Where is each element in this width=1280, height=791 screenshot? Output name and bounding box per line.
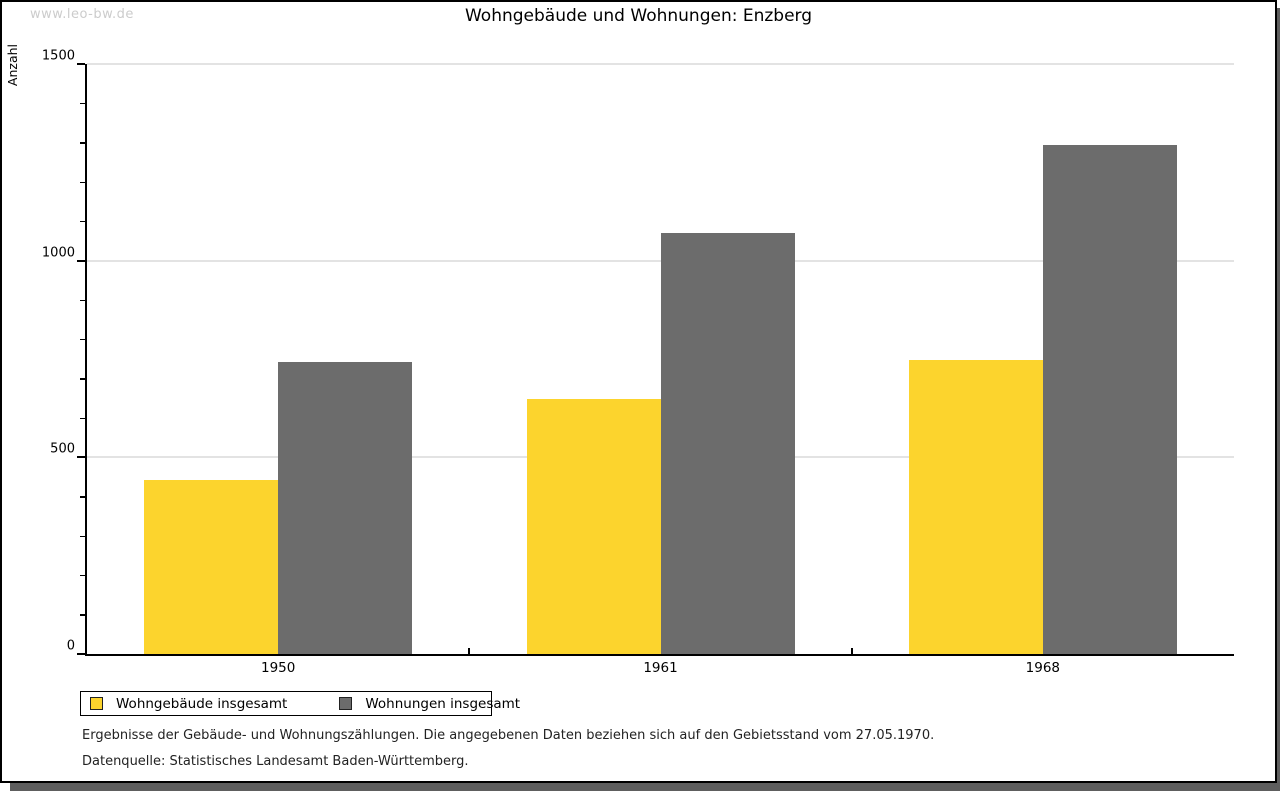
legend-item-1: Wohnungen insgesamt: [339, 696, 520, 712]
footnote-source-note: Ergebnisse der Gebäude- und Wohnungszähl…: [82, 728, 935, 743]
y-minor-tick-700: [80, 378, 85, 380]
y-minor-tick-300: [80, 535, 85, 537]
y-tick-label-1500: 1500: [41, 48, 75, 64]
bar-1961-series-0: [526, 399, 661, 654]
bar-1950-series-1: [278, 361, 413, 654]
legend-label: Wohngebäude insgesamt: [116, 695, 288, 712]
y-major-tick-0: [77, 653, 85, 655]
x-tick-label-1950: 1950: [260, 660, 296, 676]
bar-1968-series-1: [1042, 145, 1177, 654]
bar-1961-series-1: [660, 233, 795, 654]
x-tick-label-1968: 1968: [1025, 660, 1061, 676]
y-minor-tick-900: [80, 299, 85, 301]
legend-swatch-icon: [339, 697, 353, 710]
y-minor-tick-800: [80, 338, 85, 341]
legend-label: Wohnungen insgesamt: [365, 695, 521, 712]
y-minor-tick-1300: [80, 142, 85, 144]
x-boundary-tick-1: [468, 648, 471, 654]
legend-item-0: Wohngebäude insgesamt: [90, 696, 287, 712]
y-minor-tick-1200: [80, 181, 85, 183]
y-tick-label-0: 0: [66, 638, 75, 654]
y-minor-tick-100: [80, 614, 85, 616]
y-axis-title: Anzahl: [5, 44, 20, 87]
y-major-tick-1000: [77, 259, 85, 262]
y-minor-tick-1100: [80, 220, 85, 223]
y-major-tick-500: [77, 456, 85, 459]
y-minor-tick-1400: [80, 102, 85, 105]
bar-1950-series-0: [144, 480, 279, 654]
y-tick-label-500: 500: [50, 441, 75, 457]
footnote-data-source: Datenquelle: Statistisches Landesamt Bad…: [82, 754, 469, 769]
x-tick-label-1961: 1961: [643, 660, 678, 676]
plot-area: 0 500 1000 1500 1950 1961 1968: [42, 49, 1234, 676]
x-boundary-tick-2: [850, 648, 853, 654]
gridline-1500: [87, 63, 1234, 65]
y-minor-tick-200: [80, 574, 85, 577]
y-tick-label-1000: 1000: [41, 245, 75, 261]
bar-1968-series-0: [908, 359, 1043, 654]
y-major-tick-1500: [77, 63, 85, 65]
legend-swatch-icon: [90, 697, 103, 710]
legend: Wohngebäude insgesamt Wohnungen insgesamt: [80, 691, 520, 716]
chart-title: Wohngebäude und Wohnungen: Enzberg: [464, 6, 813, 26]
y-minor-tick-400: [80, 496, 85, 498]
y-minor-tick-600: [80, 417, 85, 419]
watermark: www.leo-bw.de: [30, 7, 134, 22]
